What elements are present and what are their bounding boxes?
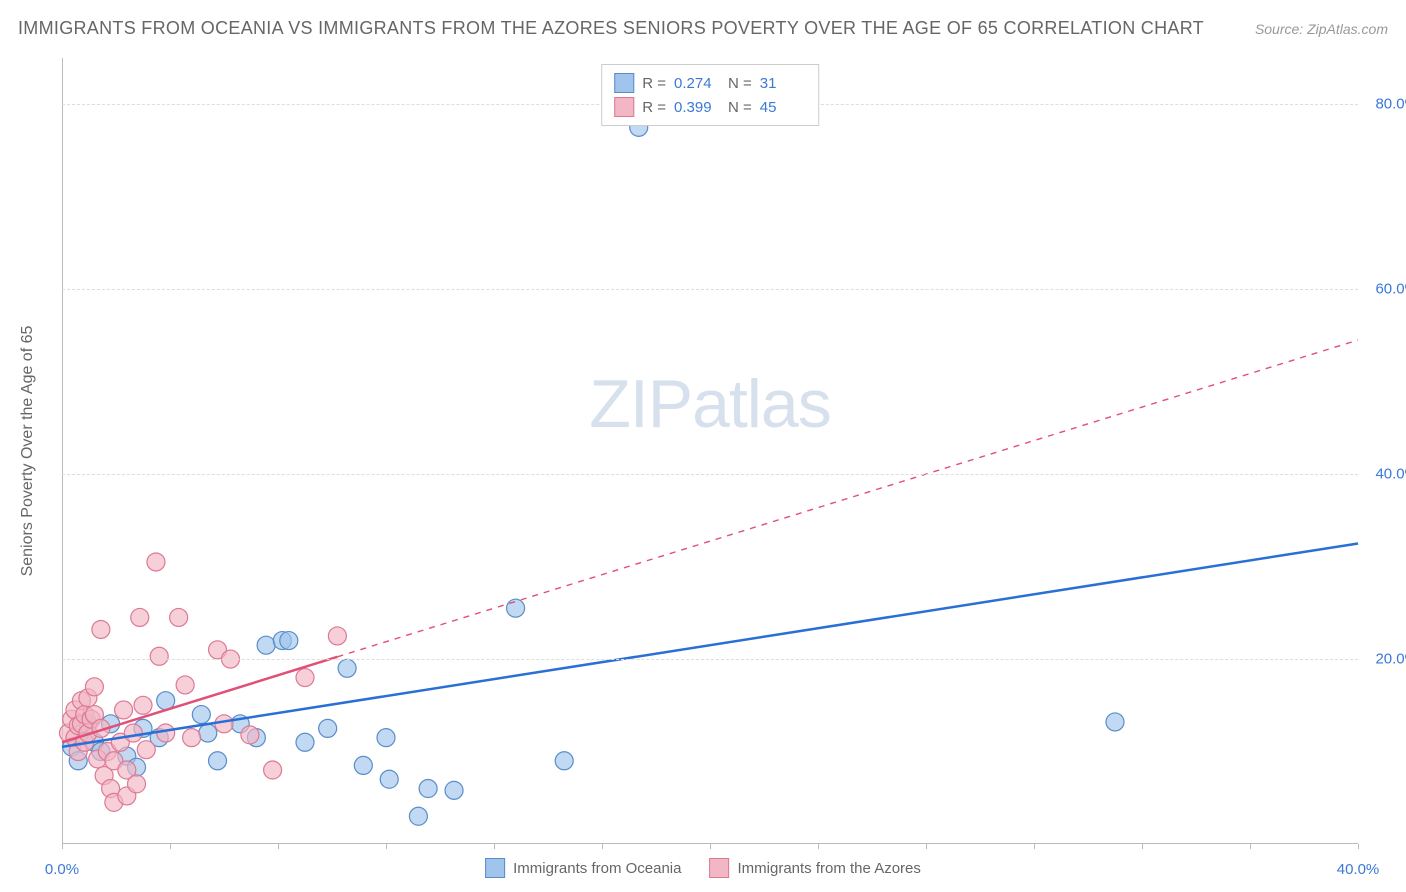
xtick-mark	[1358, 844, 1359, 849]
legend-stats-row: R =0.399 N =45	[614, 95, 806, 119]
data-point	[92, 620, 110, 638]
swatch-icon	[709, 858, 729, 878]
xtick-label: 40.0%	[1337, 861, 1380, 878]
swatch-icon	[614, 97, 634, 117]
data-point	[192, 706, 210, 724]
swatch-icon	[485, 858, 505, 878]
data-point	[241, 726, 259, 744]
data-point	[445, 781, 463, 799]
data-point	[328, 627, 346, 645]
data-point	[85, 678, 103, 696]
xtick-mark	[278, 844, 279, 849]
data-point	[354, 756, 372, 774]
xtick-mark	[386, 844, 387, 849]
data-point	[555, 752, 573, 770]
data-point	[150, 647, 168, 665]
data-point	[507, 599, 525, 617]
xtick-mark	[170, 844, 171, 849]
xtick-mark	[926, 844, 927, 849]
legend-series: Immigrants from Oceania Immigrants from …	[485, 858, 921, 878]
plot-svg	[62, 58, 1358, 844]
data-point	[124, 724, 142, 742]
xtick-mark	[62, 844, 63, 849]
data-point	[115, 701, 133, 719]
legend-item: Immigrants from Oceania	[485, 858, 681, 878]
data-point	[377, 729, 395, 747]
xtick-mark	[1142, 844, 1143, 849]
ytick-label: 60.0%	[1364, 281, 1406, 298]
data-point	[296, 669, 314, 687]
data-point	[319, 719, 337, 737]
data-point	[264, 761, 282, 779]
data-point	[176, 676, 194, 694]
data-point	[199, 724, 217, 742]
xtick-mark	[602, 844, 603, 849]
trend-line	[337, 340, 1358, 657]
legend-stats: R =0.274 N =31 R =0.399 N =45	[601, 64, 819, 126]
legend-label: Immigrants from Oceania	[513, 860, 681, 877]
data-point	[209, 752, 227, 770]
data-point	[128, 775, 146, 793]
xtick-label: 0.0%	[45, 861, 79, 878]
data-point	[409, 807, 427, 825]
gridline	[62, 474, 1358, 475]
y-axis-label: Seniors Poverty Over the Age of 65	[19, 326, 37, 577]
swatch-icon	[614, 73, 634, 93]
data-point	[157, 724, 175, 742]
ytick-label: 80.0%	[1364, 96, 1406, 113]
xtick-mark	[818, 844, 819, 849]
data-point	[137, 741, 155, 759]
data-point	[338, 659, 356, 677]
data-point	[215, 715, 233, 733]
source-label: Source: ZipAtlas.com	[1255, 21, 1388, 37]
gridline	[62, 659, 1358, 660]
trend-line	[62, 543, 1358, 746]
chart-area: Seniors Poverty Over the Age of 65 ZIPat…	[62, 58, 1358, 844]
ytick-label: 40.0%	[1364, 466, 1406, 483]
data-point	[380, 770, 398, 788]
xtick-mark	[1034, 844, 1035, 849]
legend-item: Immigrants from the Azores	[709, 858, 920, 878]
data-point	[1106, 713, 1124, 731]
xtick-mark	[1250, 844, 1251, 849]
data-point	[147, 553, 165, 571]
ytick-label: 20.0%	[1364, 651, 1406, 668]
data-point	[280, 632, 298, 650]
xtick-mark	[710, 844, 711, 849]
data-point	[183, 729, 201, 747]
chart-title: IMMIGRANTS FROM OCEANIA VS IMMIGRANTS FR…	[18, 18, 1204, 39]
data-point	[170, 608, 188, 626]
data-point	[131, 608, 149, 626]
gridline	[62, 289, 1358, 290]
xtick-mark	[494, 844, 495, 849]
legend-stats-row: R =0.274 N =31	[614, 71, 806, 95]
data-point	[134, 696, 152, 714]
legend-label: Immigrants from the Azores	[737, 860, 920, 877]
data-point	[419, 780, 437, 798]
header: IMMIGRANTS FROM OCEANIA VS IMMIGRANTS FR…	[18, 18, 1388, 39]
data-point	[296, 733, 314, 751]
data-point	[257, 636, 275, 654]
